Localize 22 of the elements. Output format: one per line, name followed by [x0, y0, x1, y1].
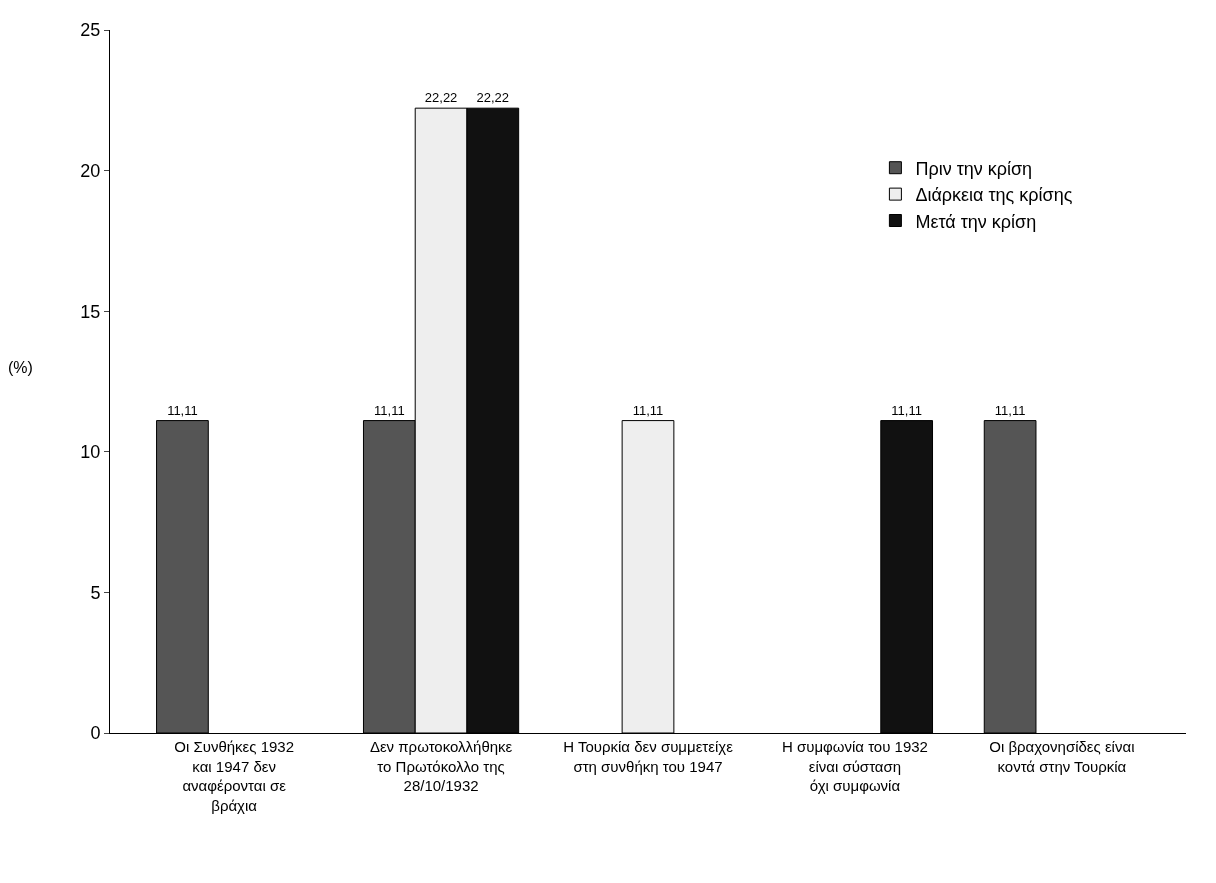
x-tick-label: Η συμφωνία του 1932 είναι σύσταση όχι συμφωνία [781, 738, 928, 794]
x-tick-label: Δεν πρωτοκολλήθηκε το Πρωτόκολλο της 28/10/1932 [369, 738, 513, 794]
y-tick-label: 25 [80, 20, 101, 41]
legend-label: Διάρκεια της κρίσης [915, 185, 1073, 206]
y-tick-label: 10 [80, 442, 101, 463]
data-label: 11,11 [994, 402, 1026, 418]
data-label: 22,22 [424, 90, 458, 106]
y-tick-label: 20 [80, 160, 101, 181]
data-label: 22,22 [476, 90, 510, 106]
data-label: 11,11 [632, 402, 664, 418]
data-label: 11,11 [374, 402, 405, 418]
data-label: 11,11 [891, 402, 922, 418]
legend-label: Μετά την κρίση [915, 211, 1037, 232]
legend-label: Πριν την κρίση [915, 158, 1033, 179]
y-tick-label: 15 [80, 301, 101, 322]
data-label: 11,11 [167, 402, 198, 418]
y-tick-label: 5 [90, 582, 101, 603]
x-tick-label: Οι Συνθήκες 1932 και 1947 δεν αναφέρονται σε βράχια [174, 738, 295, 814]
y-tick-label: 0 [90, 723, 101, 744]
x-tick-label: Η Τουρκία δεν συμμετείχε στη συνθήκη του 1947 [563, 738, 734, 775]
x-tick-label: Οι βραχονησίδες είναι κοντά στην Τουρκία [989, 738, 1135, 775]
y-axis-title: (%) [8, 359, 33, 376]
